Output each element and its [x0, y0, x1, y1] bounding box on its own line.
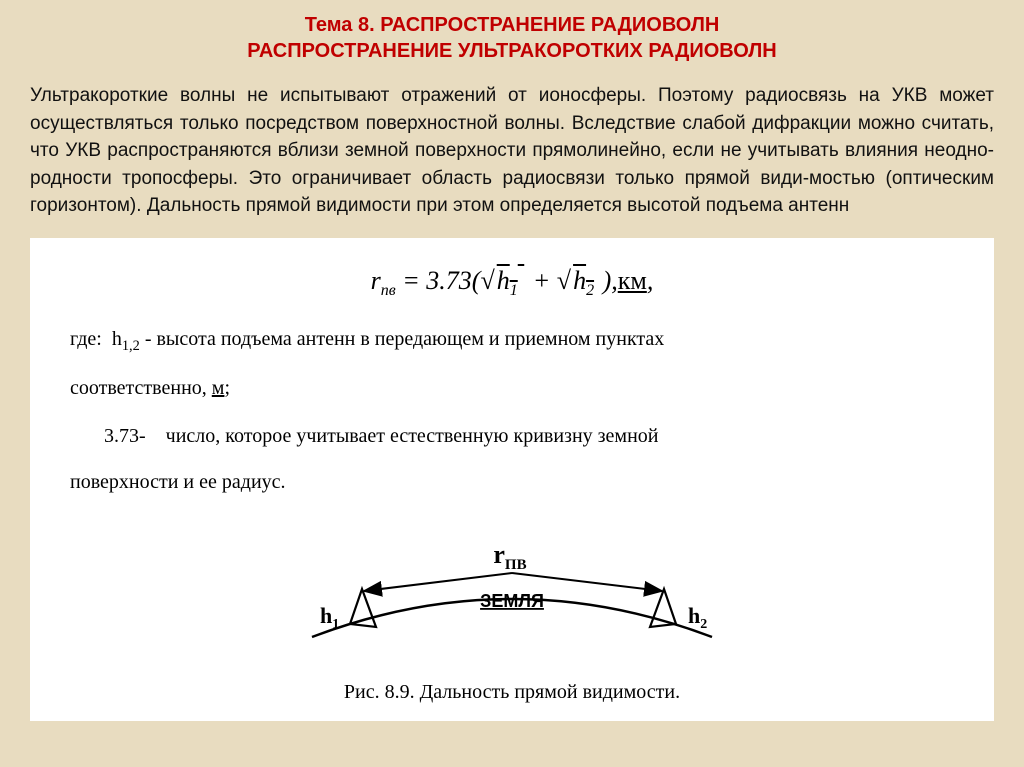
h2-label: h2 [688, 603, 707, 632]
diagram-svg: rПВ ЗЕМЛЯ h1 h2 [252, 519, 772, 659]
sqrt-arg-1: h1 [495, 266, 527, 295]
sqrt-arg-2: h2 [571, 266, 596, 295]
h12-text: - высота подъема антенн в передающем и п… [145, 328, 664, 350]
sight-line-right [512, 573, 662, 591]
h12-var: h [112, 328, 122, 350]
coeff-text: число, которое учитывает естественную кр… [166, 425, 659, 447]
formula-box: rпв = 3.73(√h1 + √h2 ),км, где: h1,2 - в… [30, 238, 994, 721]
earth-diagram: rПВ ЗЕМЛЯ h1 h2 [70, 519, 954, 659]
earth-label: ЗЕМЛЯ [480, 591, 544, 611]
sight-line-left [364, 573, 512, 591]
formula-lhs-sub: пв [381, 282, 396, 299]
where-line: где: h1,2 - высота подъема антенн в пере… [70, 320, 954, 360]
slide-header: Тема 8. РАСПРОСТРАНЕНИЕ РАДИОВОЛН РАСПРО… [0, 0, 1024, 72]
equals-sign: = [402, 266, 426, 295]
r-label: rПВ [493, 540, 526, 573]
h12-sub: 1,2 [122, 338, 140, 354]
figure-caption: Рис. 8.9. Дальность прямой видимости. [70, 673, 954, 711]
title-line-2: РАСПРОСТРАНЕНИЕ УЛЬТРАКОРОТКИХ РАДИОВОЛН [20, 38, 1004, 64]
coeff-line: 3.73- число, которое учитывает естествен… [70, 417, 954, 455]
formula-comma: , [647, 266, 654, 295]
intro-paragraph: Ультракороткие волны не испытывают отраж… [0, 72, 1024, 238]
sqrt-icon-1: √ [480, 266, 494, 295]
coeff-label: 3.73- [104, 425, 146, 447]
plus-sign: + [533, 266, 557, 295]
sqrt-icon-2: √ [557, 266, 571, 295]
title-line-1: Тема 8. РАСПРОСТРАНЕНИЕ РАДИОВОЛН [20, 12, 1004, 38]
surface-line: поверхности и ее радиус. [70, 463, 954, 501]
close-paren: ), [596, 266, 618, 295]
h1-label: h1 [320, 603, 339, 632]
formula-coeff: 3.73 [426, 266, 472, 295]
where-label: где: [70, 328, 102, 350]
resp-unit: м [212, 377, 225, 399]
resp-line: соответственно, м; [70, 369, 954, 407]
formula-unit: км [618, 266, 647, 295]
formula: rпв = 3.73(√h1 + √h2 ),км, [70, 256, 954, 307]
formula-lhs-var: r [371, 266, 381, 295]
